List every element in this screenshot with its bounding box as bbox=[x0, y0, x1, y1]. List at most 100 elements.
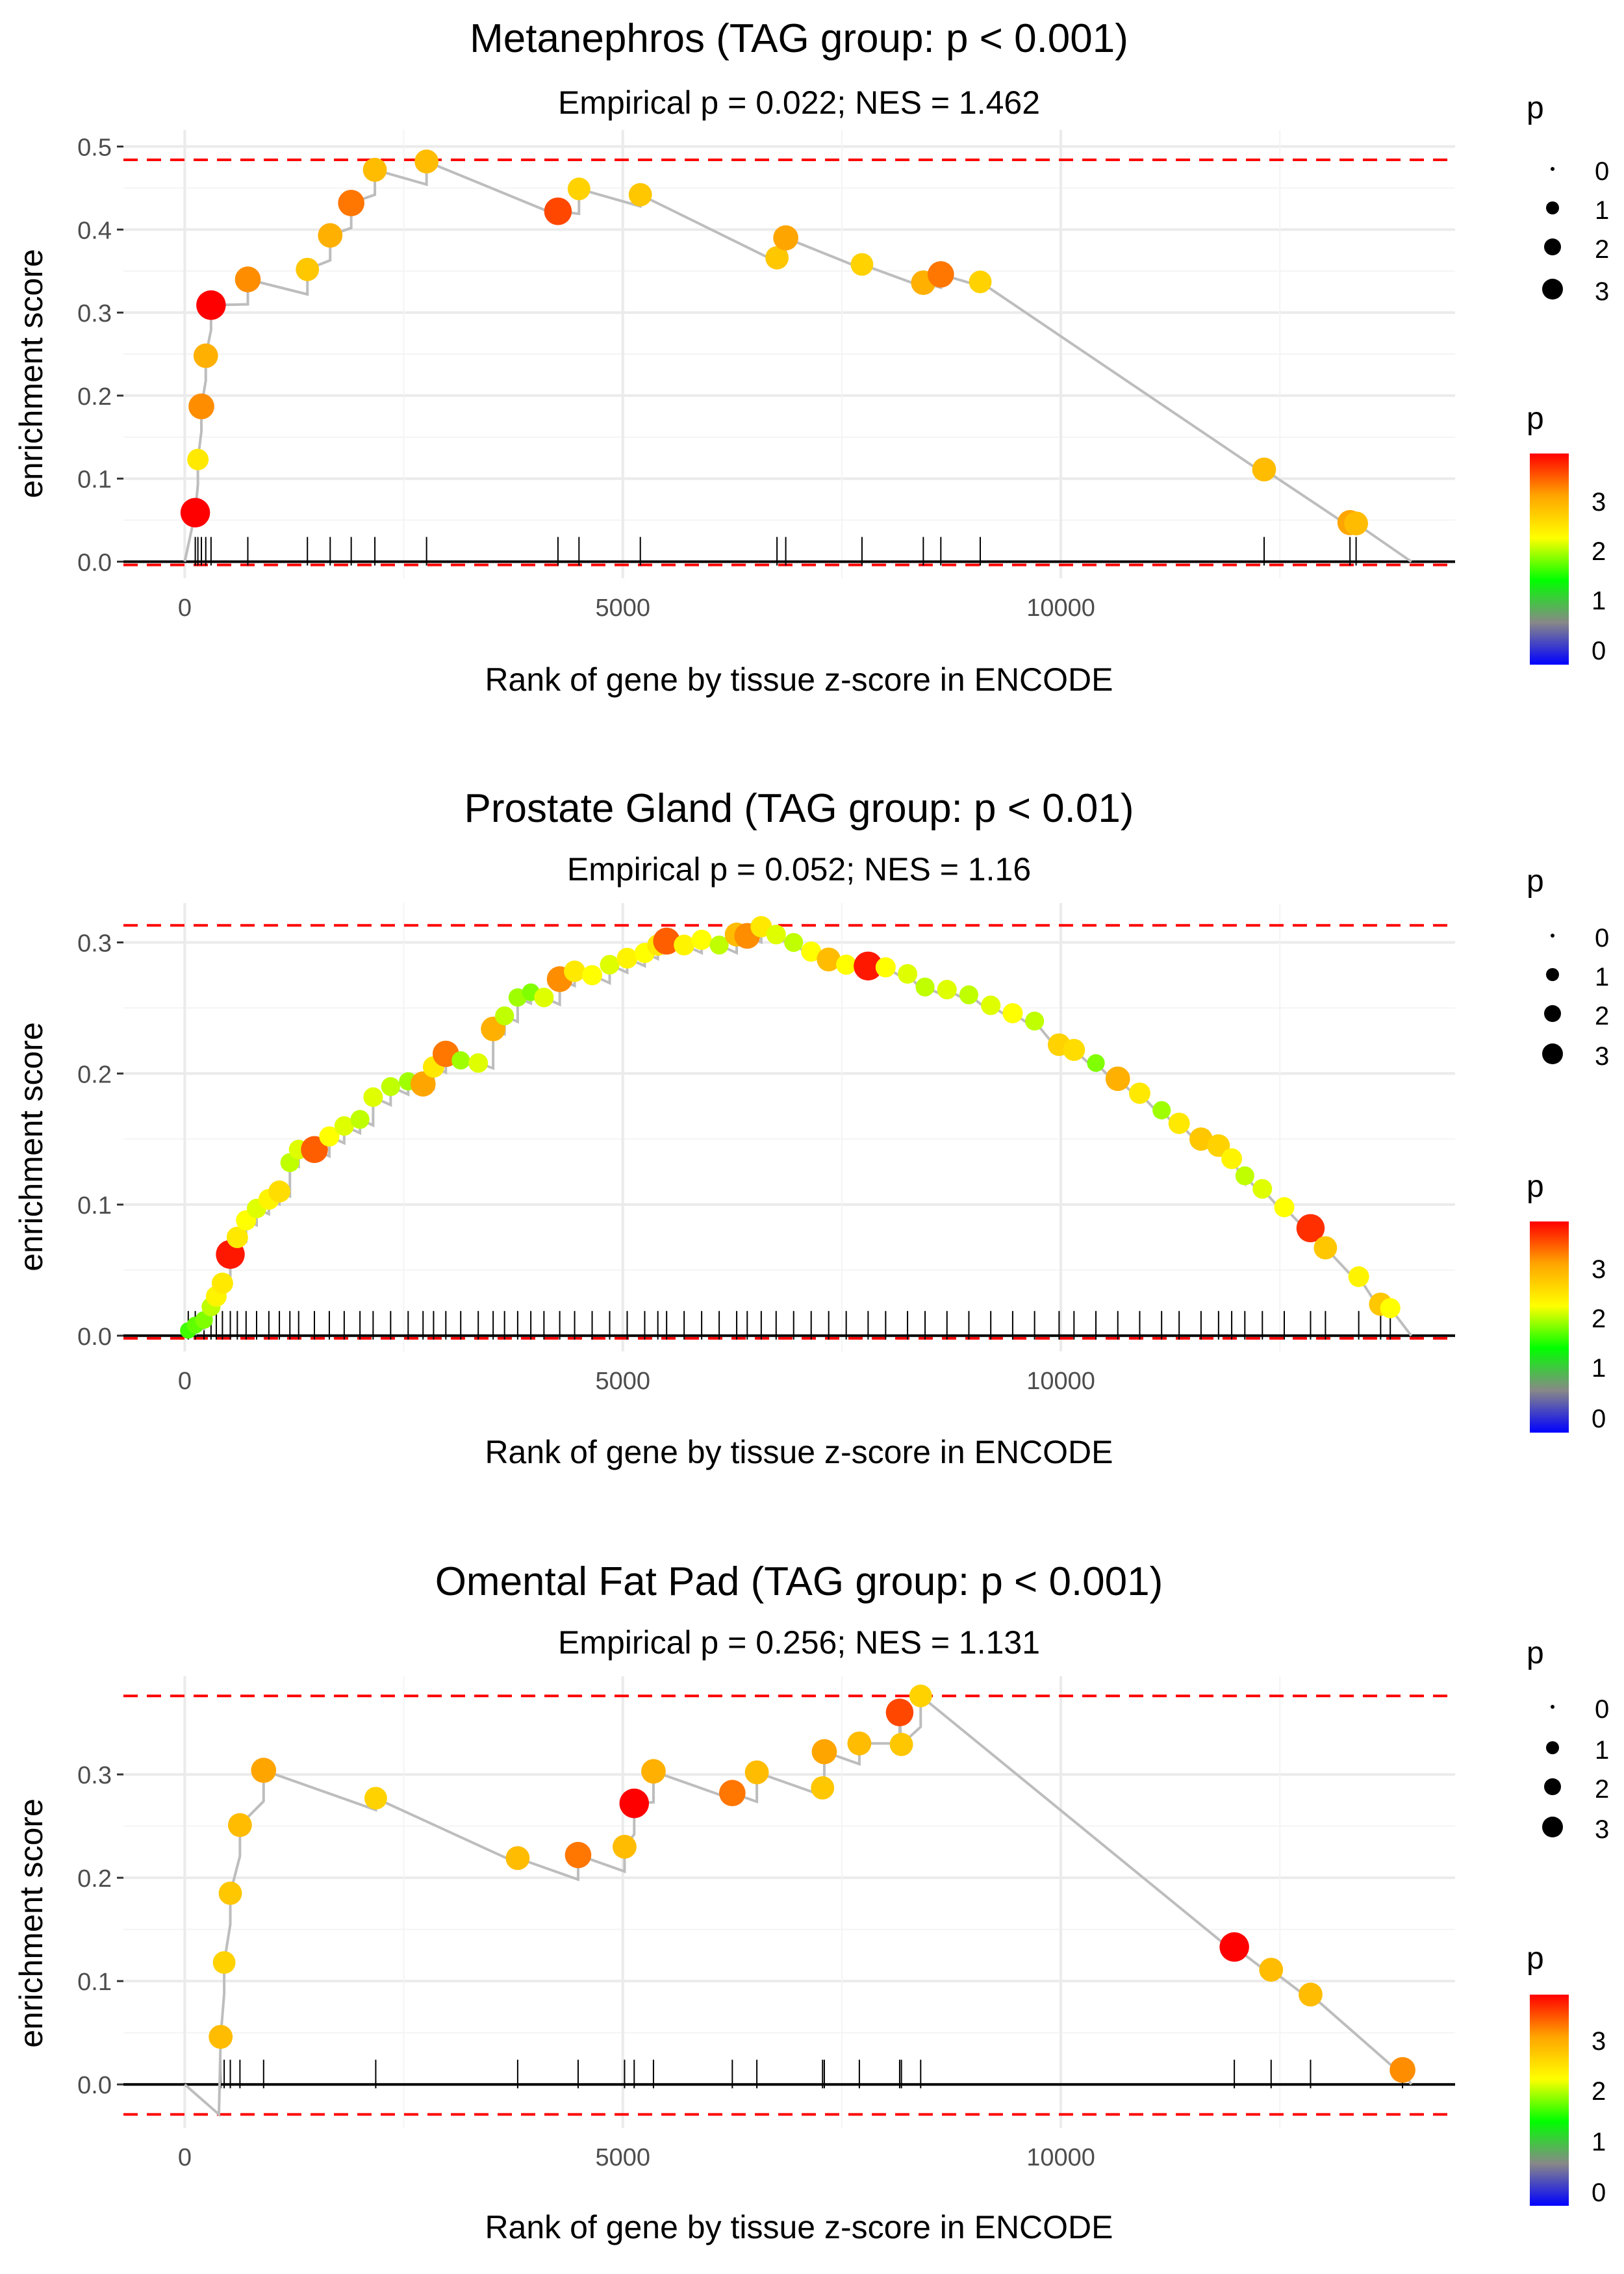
data-point bbox=[811, 1739, 837, 1765]
y-axis-label: enrichment score bbox=[13, 249, 49, 498]
data-point bbox=[765, 246, 789, 270]
data-point bbox=[1025, 1012, 1045, 1031]
size-legend-label: 3 bbox=[1595, 1815, 1609, 1844]
size-legend-label: 3 bbox=[1595, 1042, 1609, 1071]
data-point bbox=[744, 1760, 769, 1785]
data-point bbox=[534, 988, 554, 1008]
data-point bbox=[188, 393, 214, 420]
y-tick-label: 0.1 bbox=[77, 466, 112, 494]
data-point bbox=[1002, 1003, 1023, 1023]
data-point bbox=[847, 1731, 872, 1756]
size-legend-dot-2 bbox=[1544, 1005, 1561, 1022]
data-point bbox=[1087, 1054, 1105, 1072]
color-legend-label: 3 bbox=[1592, 2027, 1606, 2056]
size-legend-title: p bbox=[1527, 91, 1544, 125]
y-tick-label: 0.3 bbox=[77, 930, 112, 958]
x-tick-label: 10000 bbox=[1026, 594, 1095, 622]
y-axis-label: enrichment score bbox=[13, 1798, 49, 2048]
reference-lines bbox=[123, 924, 1455, 1340]
data-point bbox=[180, 498, 210, 528]
data-point bbox=[1063, 1039, 1085, 1061]
size-legend-label: 0 bbox=[1595, 924, 1609, 952]
reference-lines bbox=[123, 1694, 1455, 2116]
size-legend-dot-0 bbox=[1551, 934, 1554, 938]
size-legend-label: 1 bbox=[1595, 1736, 1609, 1765]
x-axis-label: Rank of gene by tissue z-score in ENCODE bbox=[485, 2209, 1113, 2245]
size-legend-dot-2 bbox=[1544, 238, 1561, 255]
x-tick-label: 5000 bbox=[595, 594, 650, 622]
size-legend-dot-3 bbox=[1542, 1043, 1563, 1064]
data-point bbox=[319, 1126, 340, 1147]
y-tick-label: 0.1 bbox=[77, 1969, 112, 1996]
size-legend-dot-0 bbox=[1551, 167, 1554, 171]
grid bbox=[123, 903, 1455, 1351]
data-point bbox=[268, 1180, 291, 1203]
x-axis: 0 5000 10000 bbox=[178, 2144, 1095, 2171]
data-point bbox=[1105, 1066, 1130, 1092]
color-legend-bar bbox=[1530, 454, 1569, 665]
y-tick-label: 0.3 bbox=[77, 1762, 112, 1789]
size-legend-label: 0 bbox=[1595, 157, 1609, 186]
y-tick-label: 0.4 bbox=[77, 217, 112, 244]
size-legend-dot-3 bbox=[1542, 1817, 1563, 1837]
size-legend-dot-2 bbox=[1544, 1778, 1561, 1795]
data-point bbox=[1168, 1112, 1190, 1134]
data-point bbox=[766, 925, 786, 945]
x-axis-label: Rank of gene by tissue z-score in ENCODE bbox=[485, 1434, 1113, 1470]
data-point bbox=[1389, 2057, 1415, 2083]
x-axis-label: Rank of gene by tissue z-score in ENCODE bbox=[485, 661, 1113, 698]
color-legend-label: 2 bbox=[1592, 2077, 1606, 2106]
size-legend-dot-1 bbox=[1546, 201, 1559, 214]
data-point bbox=[338, 190, 364, 216]
x-tick-label: 0 bbox=[178, 2144, 192, 2171]
size-legend-label: 1 bbox=[1595, 963, 1609, 991]
data-point bbox=[410, 1071, 436, 1097]
data-point bbox=[218, 1882, 242, 1905]
data-point bbox=[773, 225, 798, 251]
data-point bbox=[1299, 1982, 1323, 2007]
data-point bbox=[613, 1835, 637, 1859]
y-tick-label: 0.3 bbox=[77, 300, 112, 327]
chart-title: Prostate Gland (TAG group: p < 0.01) bbox=[464, 786, 1134, 831]
size-legend-title: p bbox=[1527, 864, 1544, 899]
legend-prostate-gland: p 0 1 2 3 p 3 2 1 0 bbox=[1527, 864, 1609, 1433]
y-axis: 0.0 0.1 0.2 0.3 0.4 0.5 bbox=[77, 134, 123, 576]
y-axis-label: enrichment score bbox=[13, 1022, 49, 1271]
data-point bbox=[619, 1788, 650, 1819]
color-legend-label: 2 bbox=[1592, 1305, 1606, 1333]
x-tick-label: 10000 bbox=[1026, 2144, 1095, 2171]
data-point bbox=[1348, 1266, 1369, 1287]
size-legend-dot-1 bbox=[1546, 968, 1559, 981]
color-legend-label: 2 bbox=[1592, 537, 1606, 566]
data-point bbox=[1259, 1958, 1284, 1982]
running-es-line bbox=[183, 159, 1412, 563]
data-point bbox=[468, 1053, 488, 1073]
data-point bbox=[641, 1759, 666, 1784]
y-tick-label: 0.0 bbox=[77, 1323, 112, 1351]
data-point bbox=[1252, 457, 1276, 482]
x-tick-label: 5000 bbox=[595, 2144, 650, 2171]
chart-panel-prostate-gland: Prostate Gland (TAG group: p < 0.01) Emp… bbox=[13, 786, 1455, 1470]
y-tick-label: 0.0 bbox=[77, 2072, 112, 2099]
color-legend-label: 3 bbox=[1592, 488, 1606, 517]
data-point bbox=[1128, 1082, 1150, 1105]
x-tick-label: 10000 bbox=[1026, 1368, 1095, 1395]
data-point bbox=[1296, 1214, 1325, 1243]
data-point bbox=[1252, 1179, 1273, 1199]
color-legend-bar bbox=[1530, 1995, 1569, 2206]
data-point bbox=[898, 964, 918, 984]
x-tick-label: 0 bbox=[178, 1368, 192, 1395]
chart-panel-omental-fat-pad: Omental Fat Pad (TAG group: p < 0.001) E… bbox=[13, 1559, 1455, 2245]
x-tick-label: 5000 bbox=[595, 1368, 650, 1395]
data-point bbox=[889, 1733, 913, 1756]
data-point bbox=[364, 1787, 387, 1810]
data-point bbox=[850, 253, 874, 276]
data-point bbox=[209, 2025, 233, 2049]
data-point bbox=[350, 1110, 370, 1129]
data-point bbox=[567, 177, 590, 201]
data-point bbox=[1219, 1932, 1249, 1962]
x-tick-label: 0 bbox=[178, 594, 192, 622]
data-point bbox=[505, 1846, 530, 1871]
data-point bbox=[187, 448, 209, 470]
data-point bbox=[885, 1698, 914, 1726]
